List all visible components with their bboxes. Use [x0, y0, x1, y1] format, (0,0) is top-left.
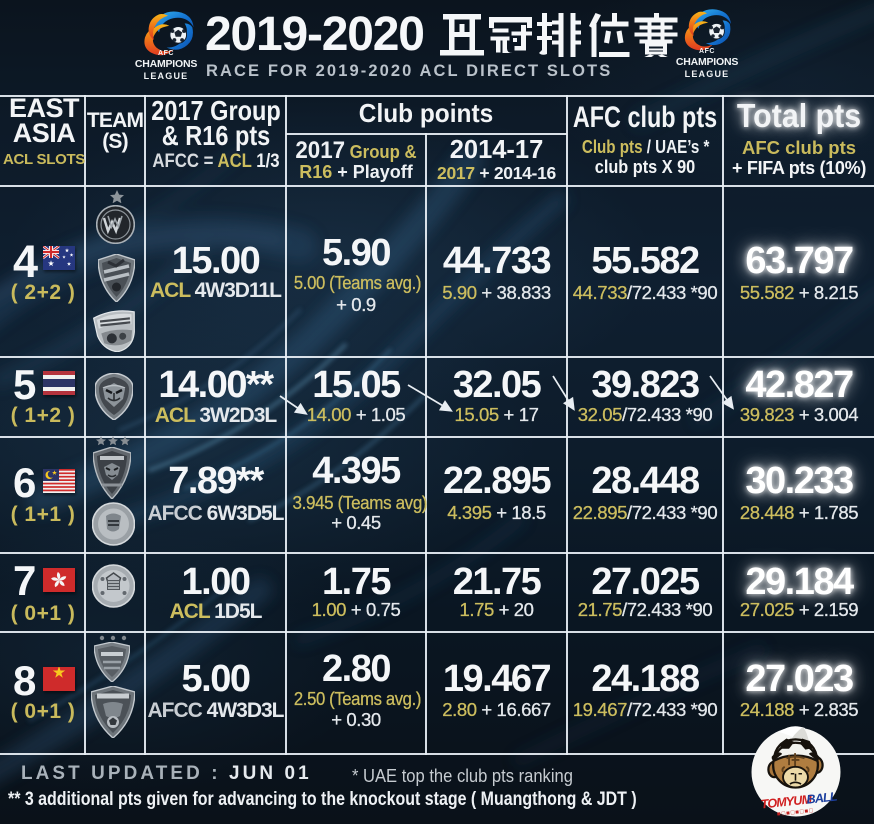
- svg-text:■□■□■□■□: ■□■□■□■□: [777, 808, 814, 818]
- svg-text:BALL: BALL: [806, 790, 838, 807]
- svg-text:TOMYUM: TOMYUM: [760, 792, 813, 811]
